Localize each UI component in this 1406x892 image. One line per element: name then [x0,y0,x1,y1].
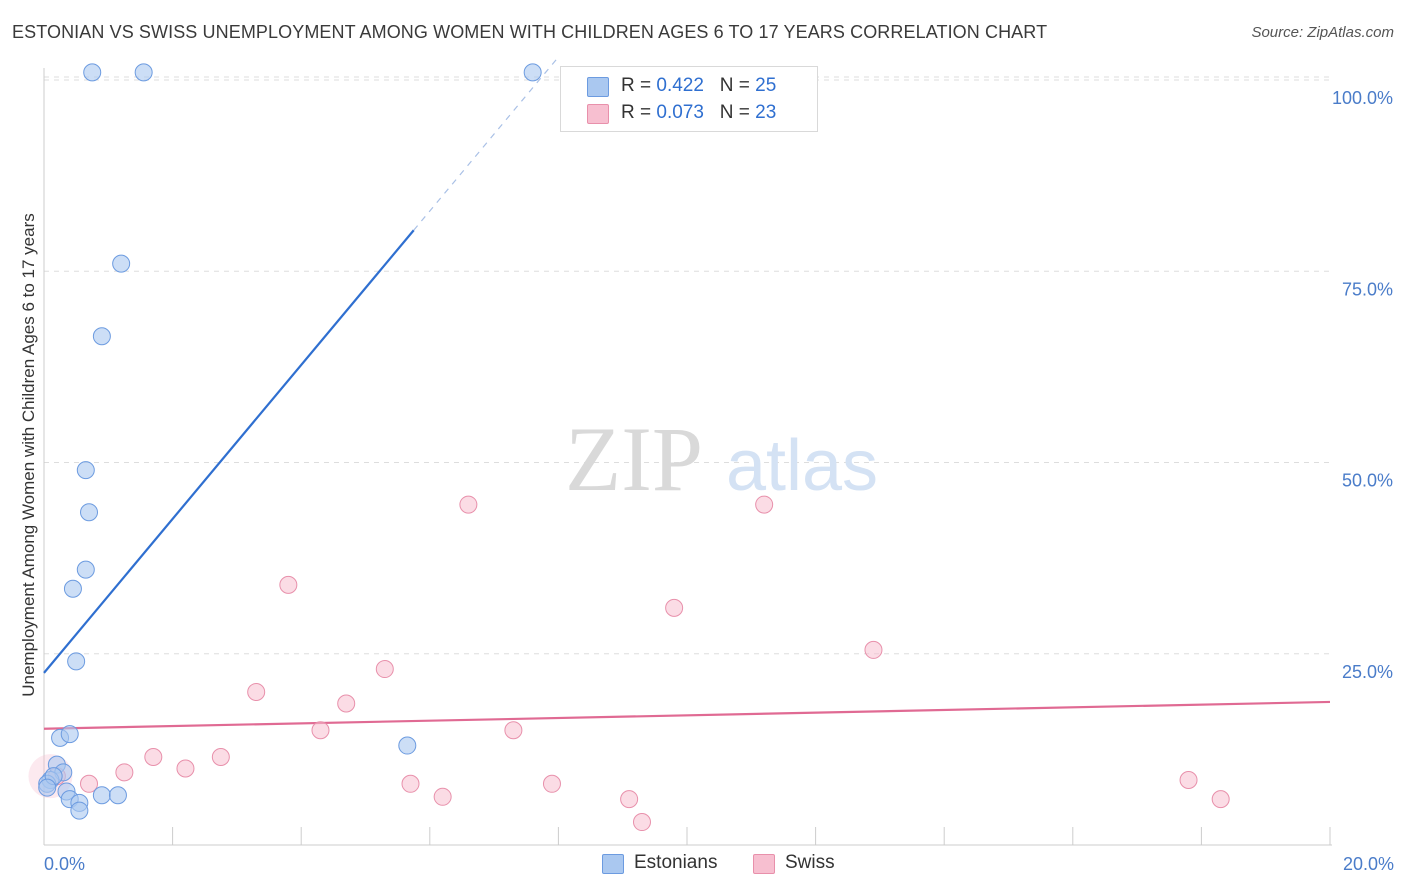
estonians-point-21 [108,786,127,805]
estonians-point-24 [38,778,57,797]
swiss-point-6 [375,660,394,679]
x-axis-ticks [43,827,1331,845]
axes [43,68,1332,846]
swiss-point-20 [1211,790,1230,809]
swiss-point-18 [433,787,452,806]
data-points [28,63,1230,832]
swiss-legend-swatch [753,854,775,874]
y-tick-label-75: 75.0% [1342,279,1393,299]
swiss-point-21 [632,813,651,832]
estonians-r-label: R = [621,75,657,96]
swiss-point-12 [176,759,195,778]
estonians-point-4 [92,327,111,346]
y-tick-label-50: 50.0% [1342,471,1393,491]
estonians-n-value: 25 [755,75,777,96]
estonians-legend-swatch [602,854,624,874]
estonians-n-label: N = [719,75,756,96]
y-tick-label-100: 100.0% [1332,88,1393,108]
estonians-r-value: 0.422 [656,75,704,96]
watermark-zip: ZIP [565,408,703,510]
swiss-point-15 [401,774,420,793]
estonians-swatch [587,77,609,97]
estonians-point-5 [76,461,95,480]
swiss-point-1 [755,495,774,514]
source-credit: Source: ZipAtlas.com [1251,24,1394,41]
swiss-point-4 [864,640,883,659]
swiss-point-8 [311,721,330,740]
swiss-point-5 [247,683,266,701]
watermark: ZIP atlas [565,408,878,510]
swiss-point-19 [620,790,639,809]
estonians-point-6 [80,503,99,522]
swiss-point-9 [504,721,523,740]
estonians-point-8 [63,579,82,598]
swiss-trend-line [43,700,1331,730]
swiss-point-16 [542,774,561,793]
gridlines [44,76,1330,655]
watermark-atlas: atlas [726,426,878,506]
estonians-point-23 [70,801,89,820]
swiss-n-label: N = [719,102,756,123]
estonians-point-11 [60,725,79,744]
swiss-point-13 [115,763,134,782]
swiss-point-17 [1179,770,1198,789]
x-tick-label-max: 20.0% [1343,854,1394,874]
x-tick-label-min: 0.0% [44,854,85,874]
estonians-point-1 [134,63,153,82]
estonians-point-9 [67,652,86,671]
estonians-point-12 [398,736,417,755]
estonians-trend-extension [413,56,559,231]
estonians-legend-label: Estonians [634,852,718,873]
estonians-trend-line [43,229,415,674]
swiss-r-label: R = [621,102,657,123]
y-tick-label-25: 25.0% [1342,662,1393,682]
swiss-point-11 [211,748,230,767]
swiss-point-7 [337,694,356,713]
swiss-n-value: 23 [755,102,777,123]
estonians-point-7 [76,560,95,579]
y-axis-tick-labels: 25.0% 50.0% 75.0% 100.0% [1332,88,1393,682]
swiss-legend-label: Swiss [785,852,835,873]
estonians-point-0 [83,63,102,82]
chart-title: ESTONIAN VS SWISS UNEMPLOYMENT AMONG WOM… [12,22,1048,42]
y-axis-title: Unemployment Among Women with Children A… [19,213,38,697]
estonians-point-2 [523,63,542,82]
swiss-swatch [587,104,609,124]
swiss-point-10 [144,748,163,767]
swiss-r-value: 0.073 [656,102,704,123]
estonians-point-20 [92,786,111,805]
swiss-point-3 [665,598,684,617]
series-legend: Estonians Swiss [0,852,1406,878]
estonians-point-3 [112,254,131,273]
swiss-point-14 [80,774,99,793]
swiss-point-0 [459,495,478,514]
trend-lines [43,56,1331,730]
swiss-point-2 [279,575,298,594]
correlation-legend: R = 0.422 N = 25 R = 0.073 N = 23 [560,66,818,132]
